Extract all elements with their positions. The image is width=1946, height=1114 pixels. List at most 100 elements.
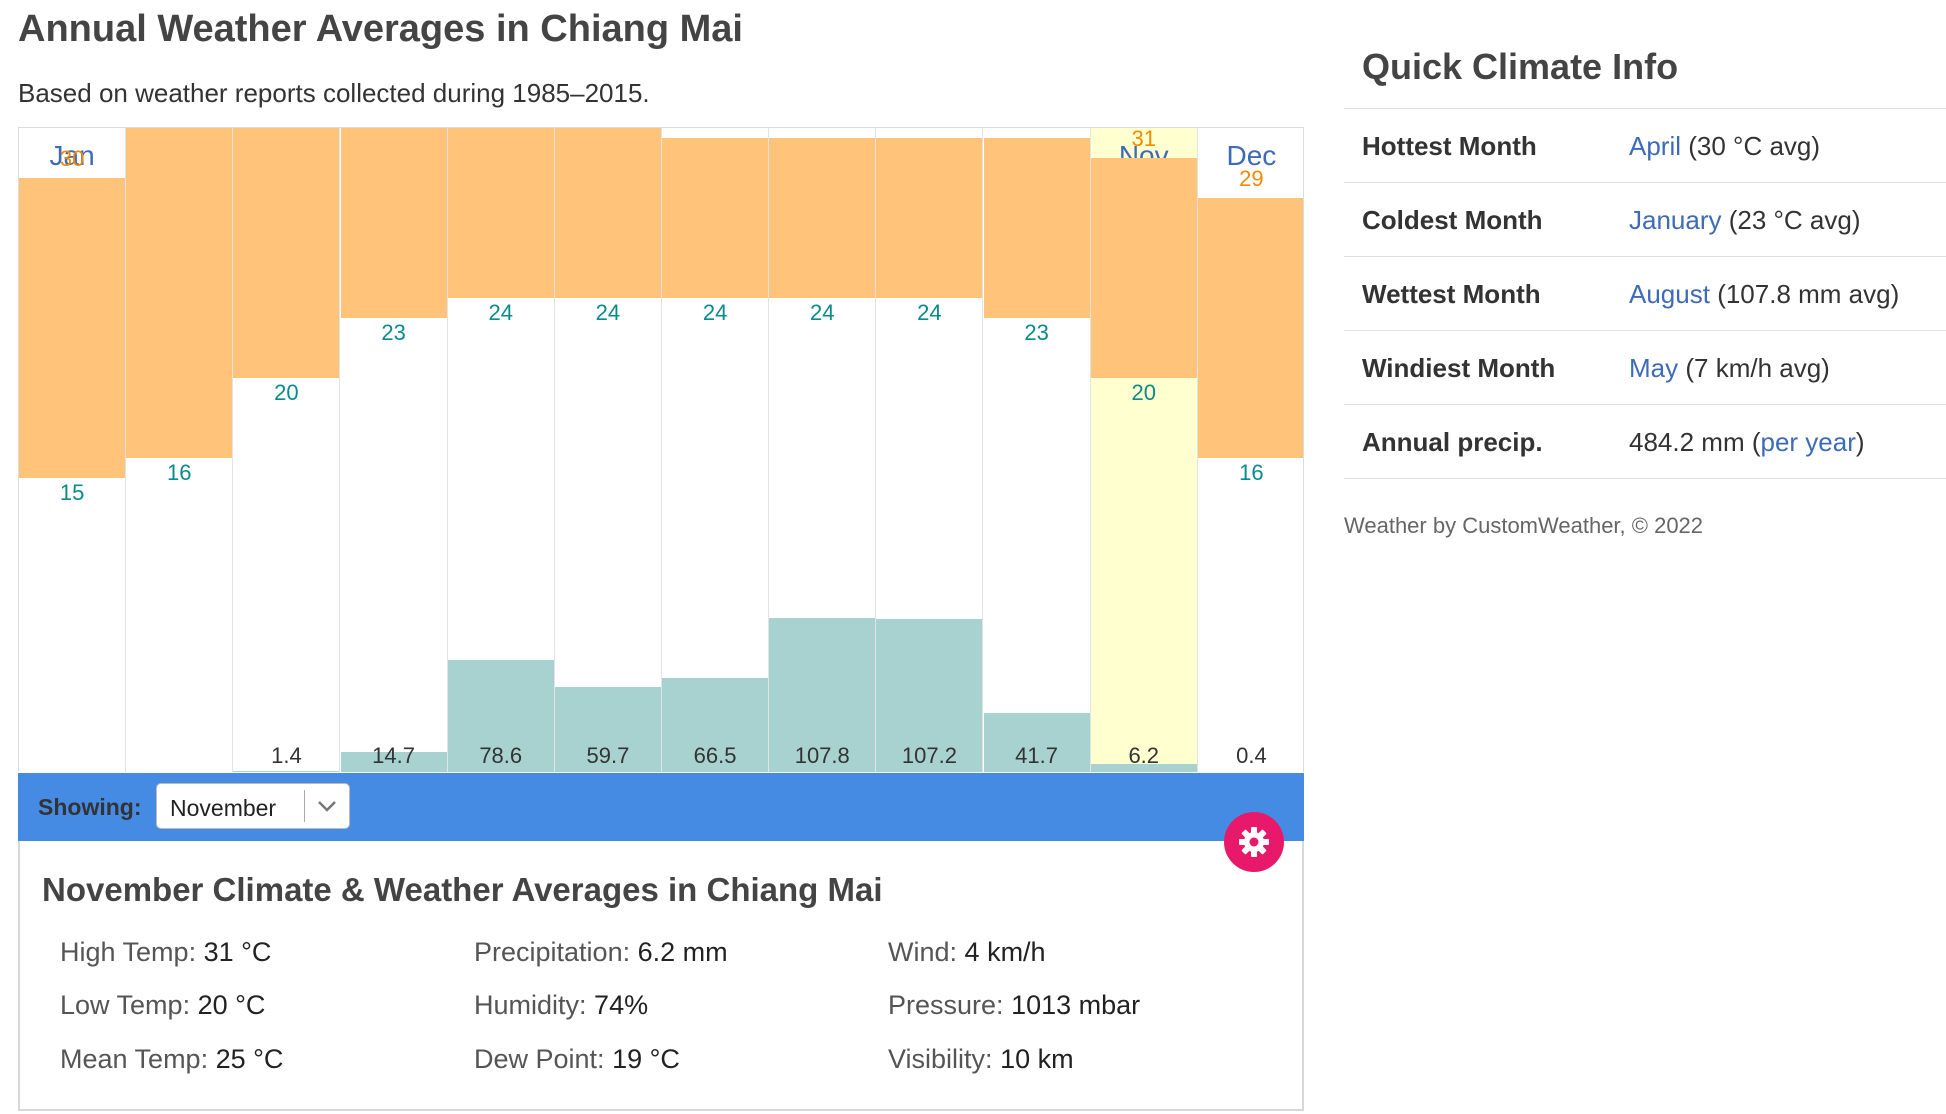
info-row: Hottest Month April (30 °C avg) [1344, 109, 1946, 183]
low-temp-label: 23 [1024, 320, 1049, 345]
high-temp-label: 32 [984, 128, 1090, 132]
precip-label: 41.7 [1015, 743, 1058, 768]
low-temp-label: 24 [595, 300, 621, 325]
precip-label: 59.7 [586, 743, 630, 768]
info-link[interactable]: May [1629, 353, 1679, 383]
info-value-rest: (30 °C avg) [1688, 131, 1821, 161]
precip-bar [662, 677, 769, 772]
low-temp-label: 16 [166, 460, 192, 485]
temp-range-bar [19, 178, 126, 478]
month-column[interactable]: Dec 29 16 0.4 [1197, 128, 1303, 772]
showing-bar: Showing: November [18, 773, 1304, 841]
month-column[interactable]: Jul322466.5 [662, 128, 770, 772]
stat-item: Low Temp: 20 °C [60, 990, 265, 1021]
temp-range-bar [126, 128, 233, 458]
month-column[interactable]: May342478.6 [447, 128, 555, 772]
stat-item: Wind: 4 km/h [888, 937, 1046, 968]
info-value-prefix: 484.2 mm ( [1629, 427, 1761, 457]
stat-item: High Temp: 31 °C [60, 937, 271, 968]
month-column[interactable]: Feb3316 [126, 128, 234, 772]
info-link[interactable]: April [1629, 131, 1682, 161]
high-temp-label: 32 [769, 128, 875, 132]
precip-label: 66.5 [693, 743, 737, 768]
info-row: Annual precip. 484.2 mm (per year) [1344, 405, 1946, 479]
precip-bar [340, 751, 447, 772]
info-link[interactable]: August [1629, 279, 1710, 309]
precip-bar [769, 618, 876, 772]
low-temp-label: 16 [1239, 460, 1264, 485]
settings-button[interactable] [1224, 812, 1284, 872]
high-temp-label: 29 [1239, 166, 1264, 191]
month-column[interactable]: Nov 31 20 6.2 [1090, 128, 1198, 772]
info-label: Windiest Month [1362, 353, 1556, 383]
precip-bar [1090, 764, 1197, 772]
stat-value: 20 °C [197, 990, 266, 1020]
month-column[interactable]: Oct322341.7 [983, 128, 1091, 772]
month-label[interactable]: Jan [49, 140, 95, 171]
stat-label: Mean Temp: [60, 1044, 209, 1074]
high-temp-label: 32 [876, 128, 982, 132]
precip-label: 78.6 [479, 743, 523, 768]
select-divider [304, 790, 305, 822]
temp-range-bar [554, 128, 661, 298]
month-select[interactable]: November [156, 783, 350, 829]
stat-label: High Temp: [60, 937, 197, 967]
info-row: Windiest Month May (7 km/h avg) [1344, 331, 1946, 405]
info-link[interactable]: per year [1760, 427, 1856, 457]
temp-range-bar [662, 138, 769, 298]
stat-label: Pressure: [888, 990, 1004, 1020]
month-column[interactable]: Jan 30 15 [19, 128, 127, 772]
quick-info-table: Hottest Month April (30 °C avg) Coldest Mo… [1344, 108, 1946, 479]
precip-bar [447, 660, 554, 772]
low-temp-label: 24 [809, 300, 835, 325]
stat-item: Pressure: 1013 mbar [888, 990, 1140, 1021]
stat-value: 10 km [1000, 1044, 1074, 1074]
climate-chart: Jan3015Feb3316Mar35201.4Apr372314.7May34… [18, 127, 1304, 772]
stat-value: 1013 mbar [1011, 990, 1141, 1020]
info-value: April (30 °C avg) [1629, 131, 1820, 162]
month-column[interactable]: Aug3224107.8 [769, 128, 877, 772]
stat-label: Humidity: [474, 990, 587, 1020]
month-details-panel: November Climate & Weather Averages in C… [18, 841, 1304, 1111]
month-label[interactable]: Dec [1226, 140, 1277, 171]
low-temp-label: 20 [274, 380, 299, 405]
low-temp-label: 15 [59, 480, 85, 505]
precip-label: 107.8 [794, 743, 850, 768]
info-link[interactable]: January [1629, 205, 1722, 235]
info-label: Hottest Month [1362, 131, 1537, 161]
temp-range-bar [876, 138, 983, 298]
gear-icon [1239, 827, 1269, 857]
precip-label: 0.4 [1236, 743, 1267, 768]
temp-range-bar [340, 128, 447, 318]
stat-value: 25 °C [215, 1044, 284, 1074]
temp-range-bar [1197, 198, 1303, 458]
precip-label: 1.4 [271, 743, 302, 768]
stat-value: 6.2 mm [637, 937, 728, 967]
stat-item: Mean Temp: 25 °C [60, 1044, 283, 1075]
month-column[interactable]: Jun332459.7 [554, 128, 662, 772]
temp-range-bar [983, 138, 1090, 318]
low-temp-label: 24 [702, 300, 728, 325]
credit-text: Weather by CustomWeather, © 2022 [1344, 513, 1704, 538]
precip-label: 6.2 [1128, 743, 1160, 768]
stat-value: 31 °C [203, 937, 272, 967]
info-value: 484.2 mm (per year) [1629, 427, 1865, 458]
stat-value: 19 °C [612, 1044, 680, 1074]
month-column[interactable]: Mar35201.4 [233, 128, 341, 772]
stat-label: Visibility: [888, 1044, 993, 1074]
low-temp-label: 20 [1131, 380, 1156, 405]
details-title: November Climate & Weather Averages in C… [42, 871, 883, 908]
info-value-rest: (23 °C avg) [1728, 205, 1861, 235]
month-column[interactable]: Apr372314.7 [340, 128, 448, 772]
info-value: August (107.8 mm avg) [1629, 279, 1899, 310]
info-value: May (7 km/h avg) [1629, 353, 1830, 384]
stat-item: Humidity: 74% [474, 990, 648, 1021]
info-row: Wettest Month August (107.8 mm avg) [1344, 257, 1946, 331]
stat-value: 74% [594, 990, 649, 1020]
info-label: Annual precip. [1362, 427, 1543, 457]
month-column[interactable]: Sep3224107.2 [876, 128, 984, 772]
low-temp-label: 23 [381, 320, 406, 345]
precip-bar [983, 713, 1090, 772]
stat-item: Precipitation: 6.2 mm [474, 937, 728, 968]
info-value-rest: (107.8 mm avg) [1717, 279, 1900, 309]
